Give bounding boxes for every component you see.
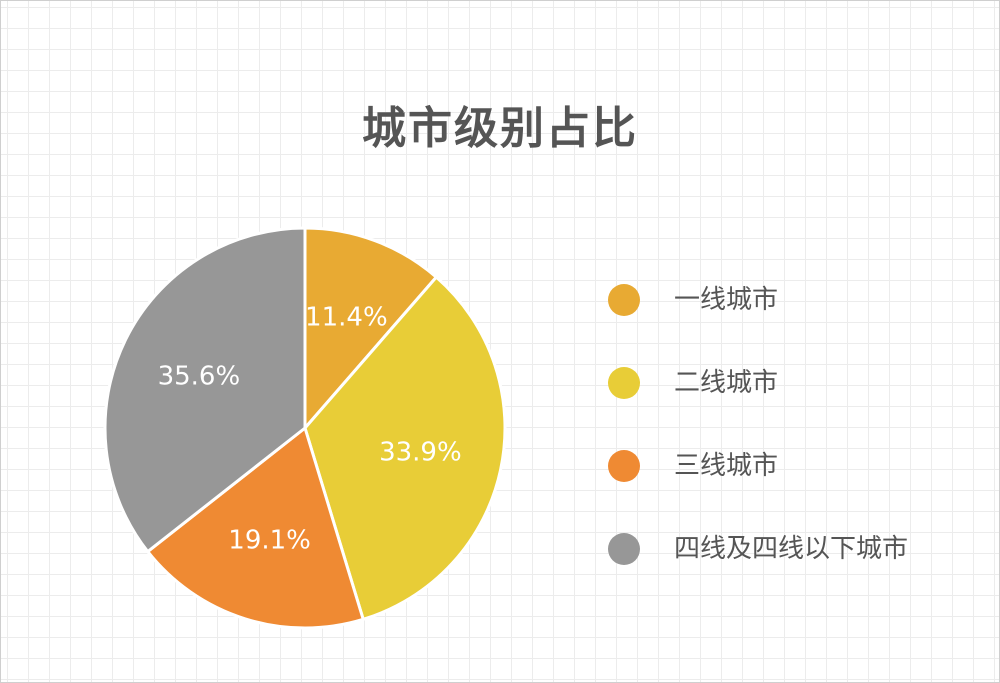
slice-label-2: 33.9% — [379, 438, 462, 468]
legend-swatch — [608, 284, 640, 316]
legend-label: 二线城市 — [674, 368, 779, 398]
legend-label: 一线城市 — [674, 285, 779, 315]
slice-label-3: 19.1% — [228, 526, 311, 556]
legend-swatch — [608, 450, 640, 482]
legend-label: 四线及四线以下城市 — [674, 534, 909, 564]
pie-slice-1 — [303, 226, 438, 430]
slice-label-4: 35.6% — [158, 361, 241, 391]
legend-item-4: 四线及四线以下城市 — [608, 529, 988, 612]
legend-swatch — [608, 533, 640, 565]
pie-slice-4 — [103, 226, 307, 554]
legend-item-2: 二线城市 — [608, 363, 988, 446]
pie-slice-2 — [303, 275, 507, 621]
chart-title: 城市级别占比 — [362, 103, 638, 154]
slice-label-1: 11.4% — [305, 302, 388, 332]
legend-swatch — [608, 367, 640, 399]
pie-slice-3 — [146, 426, 365, 630]
legend-item-1: 一线城市 — [608, 280, 988, 363]
legend: 一线城市二线城市三线城市四线及四线以下城市 — [608, 280, 988, 612]
legend-item-3: 三线城市 — [608, 446, 988, 529]
legend-label: 三线城市 — [674, 451, 779, 481]
